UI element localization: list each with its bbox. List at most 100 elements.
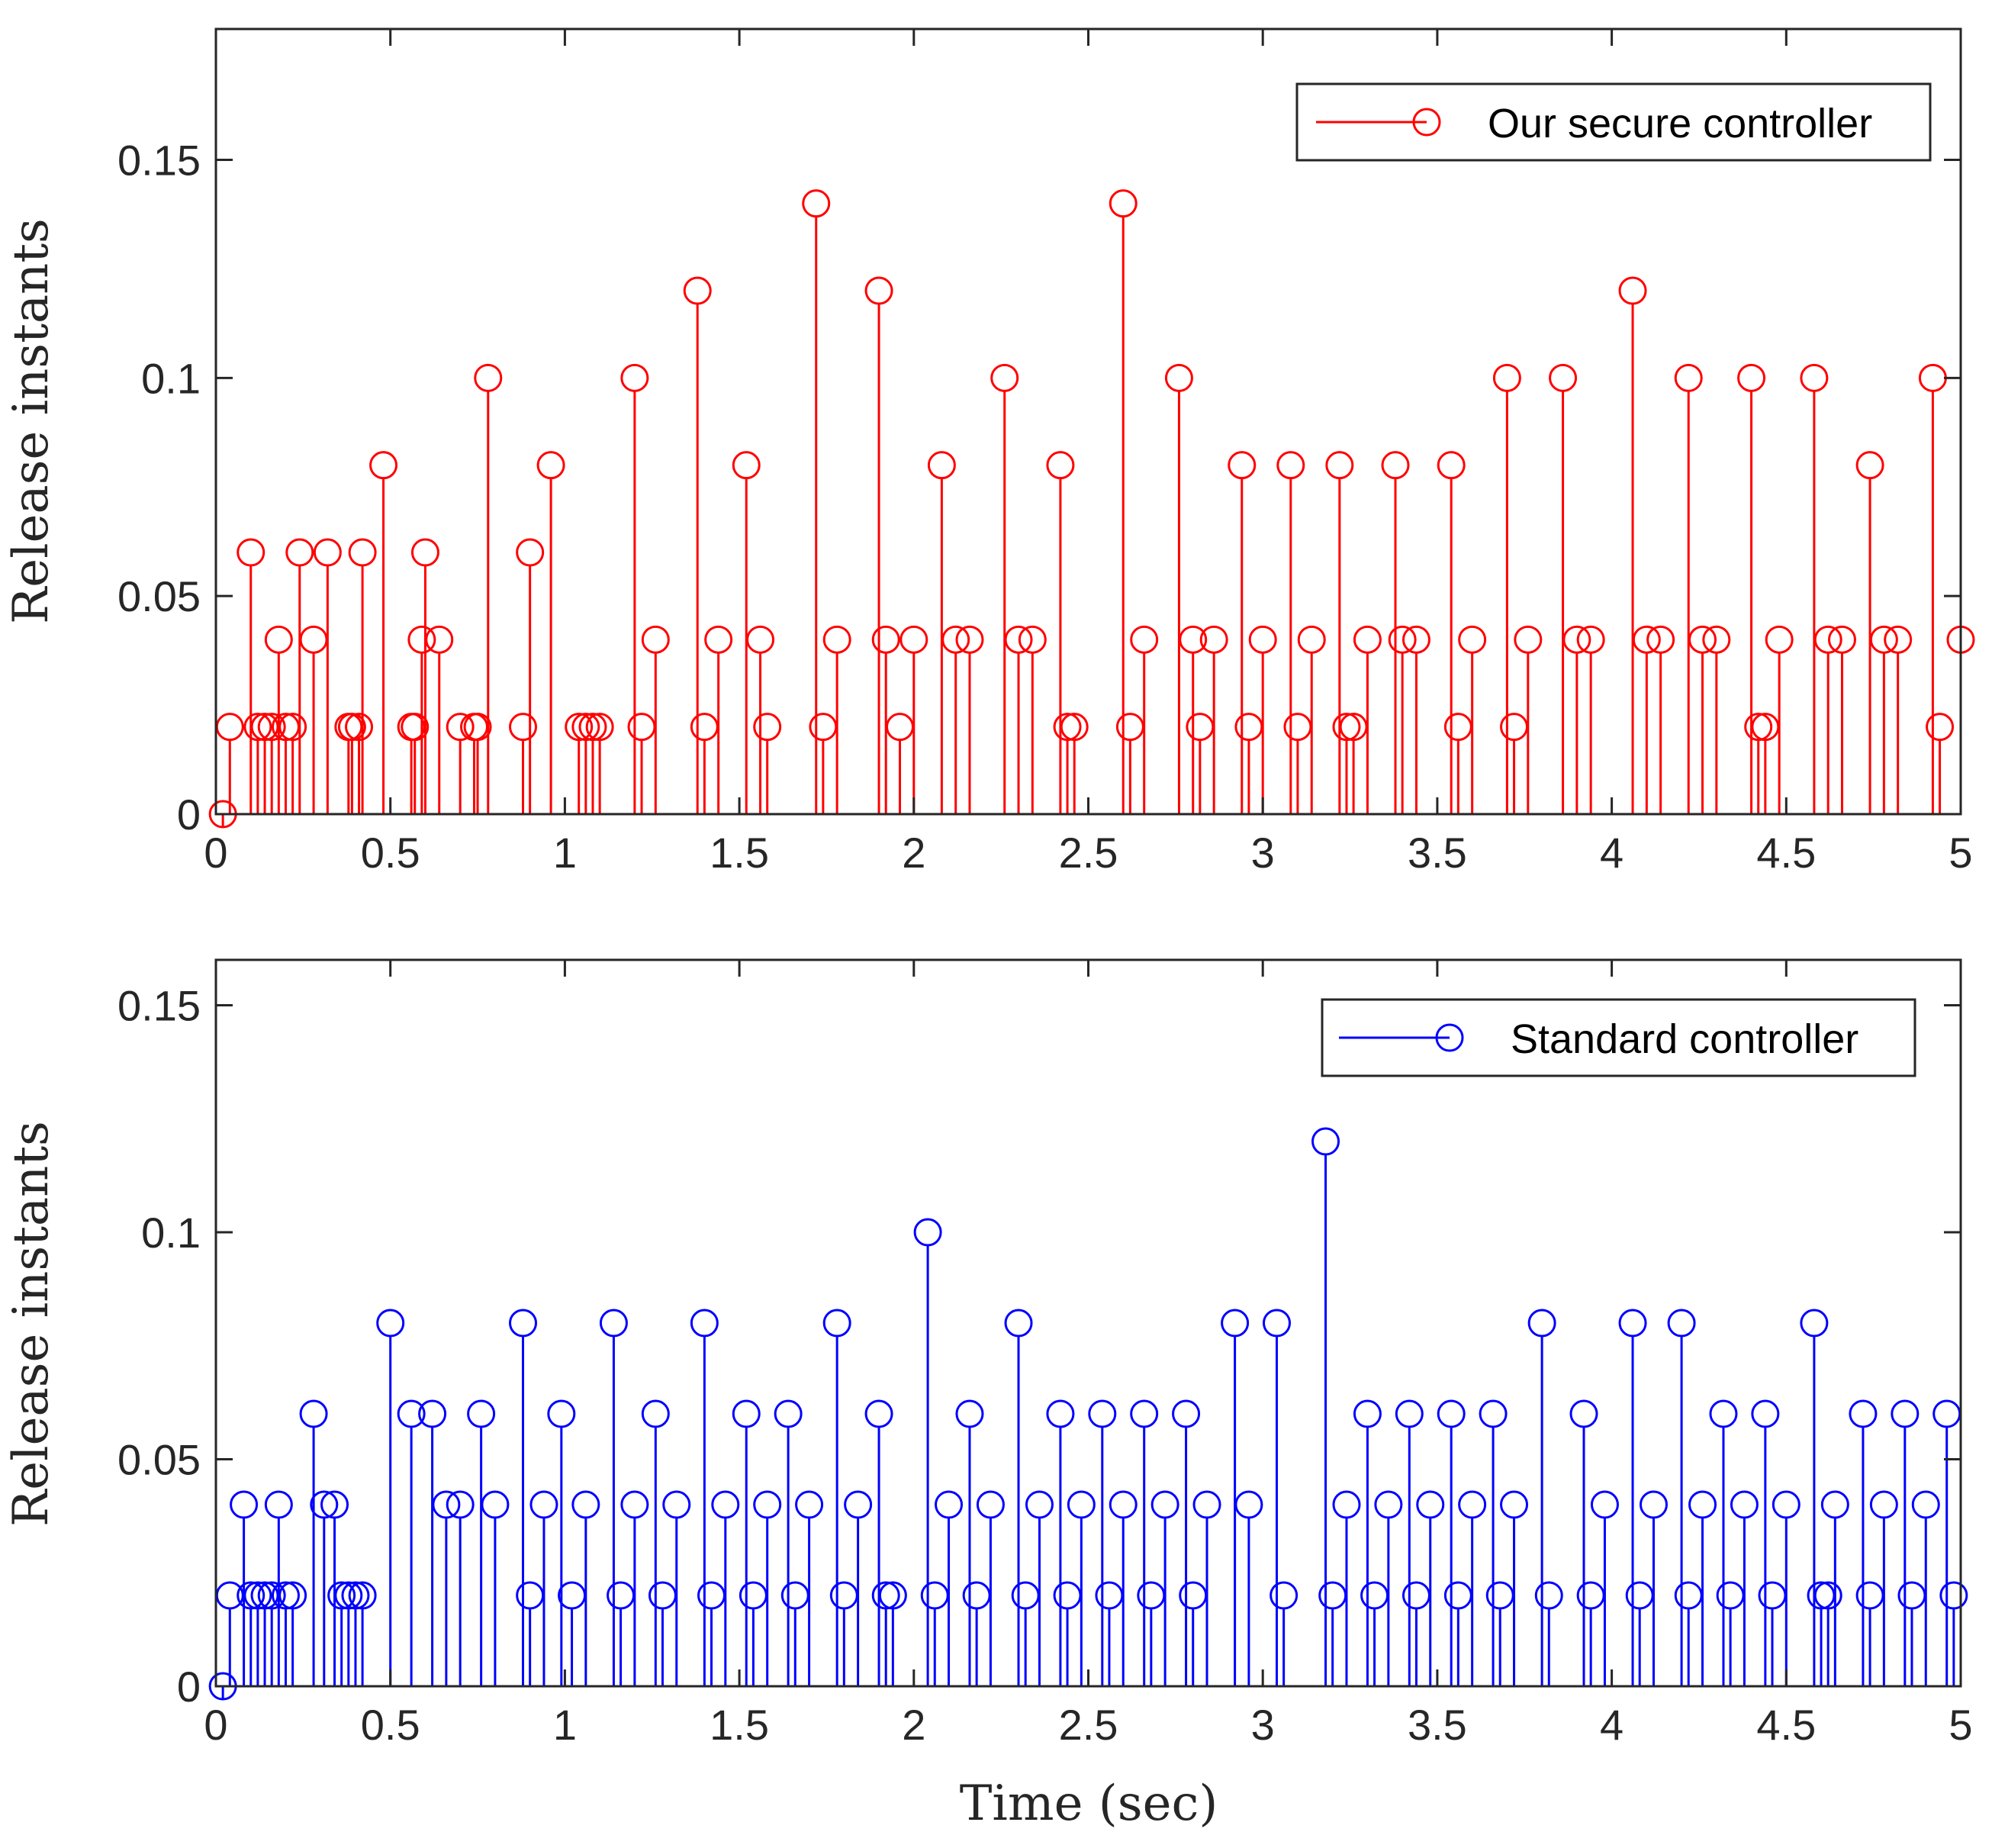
top-ylabel: Release instants [3,218,60,624]
top-legend-label: Our secure controller [1488,101,1872,146]
top-stem-marker [1688,625,1717,654]
bottom-stem-marker [1374,1490,1403,1519]
bottom-stem-marker [1221,1309,1250,1338]
bottom-stem-marker [1772,1490,1801,1519]
bottom-stem-marker [1820,1490,1849,1519]
bottom-stem-marker [1709,1399,1738,1428]
bottom-stem-marker [446,1490,475,1519]
top-stem-marker [425,625,454,654]
top-stem-marker [746,625,775,654]
bottom-stem-marker [278,1581,307,1610]
bottom-stem-marker [732,1399,761,1428]
top-stem-marker [732,451,761,480]
top-stem-marker [337,713,366,742]
bottom-stem-marker [432,1490,461,1519]
bottom-stem-marker [334,1581,363,1610]
top-stem-marker [1576,625,1605,654]
bottom-xtick-label: 0 [204,1701,227,1749]
bottom-stem-marker [1025,1490,1054,1519]
top-stem-marker [1702,625,1731,654]
bottom-stem-marker [935,1490,964,1519]
top-stem-marker [516,538,545,567]
bottom-stem-marker [1150,1490,1179,1519]
bottom-stem-marker [271,1581,300,1610]
top-stem-marker [641,625,670,654]
top-stem-marker [1053,713,1082,742]
top-stem-marker [345,713,374,742]
bottom-stem-marker [774,1399,803,1428]
top-stem-marker [1514,625,1543,654]
top-stem-marker [446,713,475,742]
bottom-ytick-label: 0.1 [141,1209,201,1257]
top-stem-marker [348,538,377,567]
bottom-stem-marker [341,1581,370,1610]
top-stem-marker [1458,625,1487,654]
bottom-stem-marker [509,1309,538,1338]
top-stem-marker [1018,625,1047,654]
top-stem-marker [1179,625,1208,654]
top-stem-marker [1325,451,1354,480]
top-stem-marker [1381,451,1410,480]
top-stem-marker [620,363,649,392]
bottom-ytick-label: 0 [177,1663,201,1711]
bottom-stem-marker [844,1490,873,1519]
bottom-stem-marker [864,1399,893,1428]
bottom-stem-marker [822,1309,851,1338]
top-stem-marker [822,625,851,654]
bottom-stem-marker [641,1399,670,1428]
top-xtick-label: 4.5 [1756,829,1816,877]
top-stem-marker [285,538,314,567]
bottom-xtick-label: 4 [1600,1701,1624,1749]
top-stem-marker [1855,451,1884,480]
bottom-legend-label: Standard controller [1511,1016,1858,1062]
top-stem-marker [1674,363,1703,392]
bottom-xtick-label: 3 [1251,1701,1275,1749]
bottom-ylabel: Release instants [3,1121,60,1527]
bottom-stem-marker [571,1490,600,1519]
top-stem-marker [864,276,893,305]
top-stem-marker [1562,625,1591,654]
top-stem-marker [1827,625,1856,654]
bottom-stem-marker [1109,1490,1138,1519]
bottom-stem-marker [1416,1490,1445,1519]
bottom-stem-marker [376,1309,405,1338]
bottom-ticks: 0 0.5 1 1.5 2 2.5 3 3.5 4 4.5 5 0 0.05 0.1 0.15 [117,960,1973,1749]
top-stem-marker [536,451,565,480]
top-stem-marker [243,713,272,742]
bottom-stem-marker [1869,1490,1898,1519]
bottom-stem-marker [1332,1490,1361,1519]
top-panel: 0 0.5 1 1.5 2 2.5 3 3.5 4 4.5 5 0 0.05 0.1 0.15 Releas… [3,27,1975,877]
top-stem-marker [407,625,436,654]
bottom-stem-marker [753,1490,782,1519]
top-stem-marker [1228,451,1257,480]
bottom-ytick-label: 0.15 [117,982,201,1030]
top-stem-marker [578,713,607,742]
bottom-stem-marker [1911,1490,1940,1519]
top-stem-marker [1737,363,1766,392]
bottom-stem-marker [397,1399,426,1428]
top-stem-marker [1248,625,1277,654]
bottom-panel: 0 0.5 1 1.5 2 2.5 3 3.5 4 4.5 5 0 0.05 0.1 0.15 Releas… [3,958,1973,1832]
top-stem-marker [1618,276,1647,305]
top-xtick-label: 0.5 [361,829,420,877]
top-stem-marker [313,538,342,567]
bottom-stem-marker [237,1581,265,1610]
bottom-xlabel: Time (sec) [960,1776,1218,1832]
top-stem-marker [565,713,594,742]
top-stem-marker [1388,625,1417,654]
top-xtick-label: 2.5 [1059,829,1118,877]
top-stem-marker [1353,625,1382,654]
top-stem-marker [1549,363,1578,392]
top-stem-marker [1332,713,1361,742]
top-stem-marker [1813,625,1842,654]
top-xtick-label: 4 [1600,829,1624,877]
top-ytick-label: 0 [177,790,201,839]
bottom-stem-marker [955,1399,984,1428]
bottom-stems [208,1127,1968,1701]
bottom-stem-marker [418,1399,447,1428]
top-stem-marker [264,625,293,654]
bottom-stem-marker [599,1309,628,1338]
bottom-stem-marker [1353,1399,1382,1428]
top-stem-marker [1060,713,1089,742]
